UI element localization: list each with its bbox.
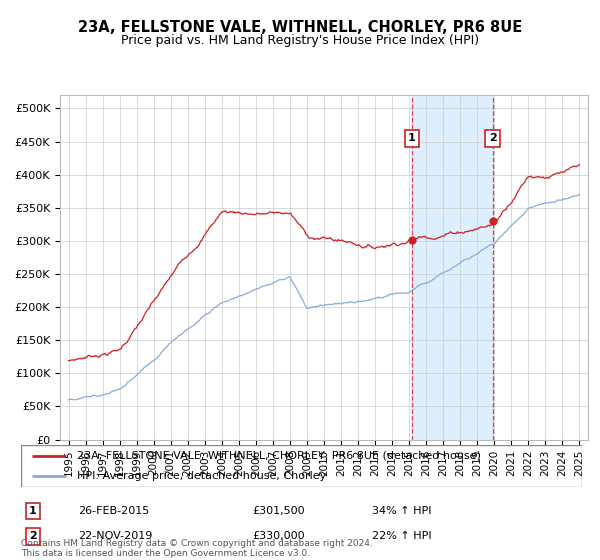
Text: £301,500: £301,500 bbox=[252, 506, 305, 516]
Text: 34% ↑ HPI: 34% ↑ HPI bbox=[372, 506, 431, 516]
Text: Contains HM Land Registry data © Crown copyright and database right 2024.
This d: Contains HM Land Registry data © Crown c… bbox=[21, 539, 373, 558]
Text: 23A, FELLSTONE VALE, WITHNELL, CHORLEY, PR6 8UE (detached house): 23A, FELLSTONE VALE, WITHNELL, CHORLEY, … bbox=[77, 451, 481, 461]
Text: £330,000: £330,000 bbox=[252, 531, 305, 542]
Text: 22-NOV-2019: 22-NOV-2019 bbox=[78, 531, 152, 542]
Text: 2: 2 bbox=[29, 531, 37, 542]
Bar bbox=[412, 95, 493, 440]
Text: 1: 1 bbox=[408, 133, 416, 143]
Text: 2: 2 bbox=[489, 133, 496, 143]
Text: 26-FEB-2015: 26-FEB-2015 bbox=[78, 506, 149, 516]
Text: Price paid vs. HM Land Registry's House Price Index (HPI): Price paid vs. HM Land Registry's House … bbox=[121, 34, 479, 46]
Text: 1: 1 bbox=[29, 506, 37, 516]
Text: 22% ↑ HPI: 22% ↑ HPI bbox=[372, 531, 431, 542]
Text: HPI: Average price, detached house, Chorley: HPI: Average price, detached house, Chor… bbox=[77, 471, 326, 481]
Text: 23A, FELLSTONE VALE, WITHNELL, CHORLEY, PR6 8UE: 23A, FELLSTONE VALE, WITHNELL, CHORLEY, … bbox=[78, 20, 522, 35]
